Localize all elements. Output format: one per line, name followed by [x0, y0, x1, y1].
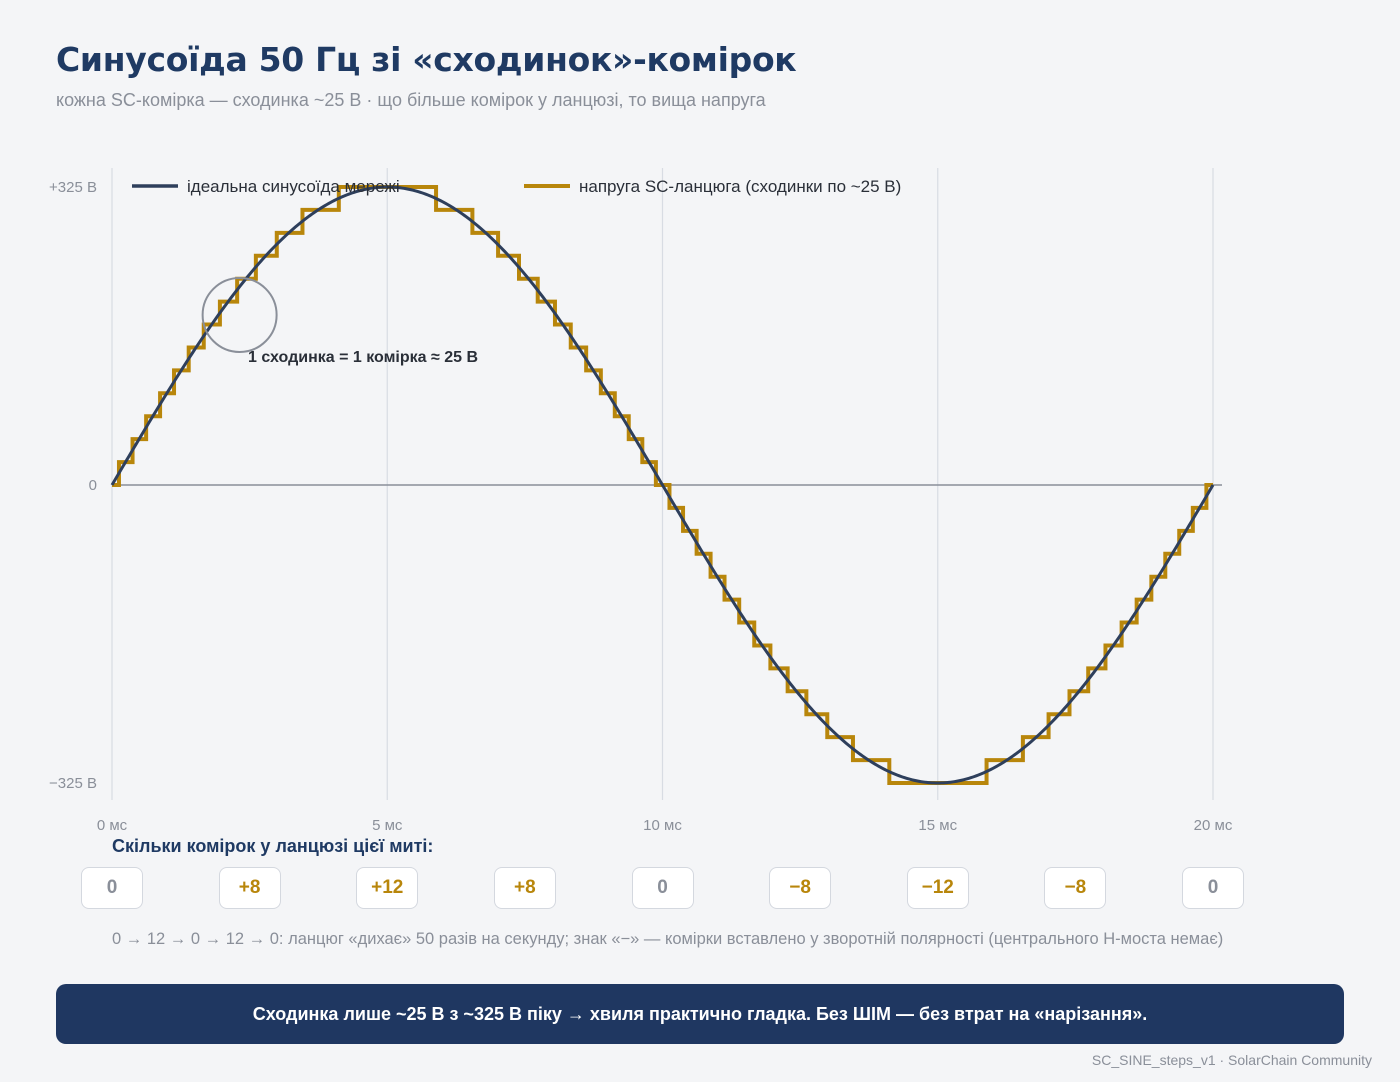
cell-count-heading: Скільки комірок у ланцюзі цієї миті: — [112, 836, 434, 856]
cell-count-box: −8 — [769, 867, 832, 909]
page-title: Синусоїда 50 Гц зі «сходинок»-комірок — [56, 40, 797, 79]
x-tick-label-2: 10 мс — [643, 817, 682, 834]
cell-count-box: 0 — [631, 867, 694, 909]
footer-credit: SC_SINE_steps_v1 · SolarChain Community — [1091, 1052, 1372, 1068]
x-tick-label-1: 5 мс — [372, 817, 403, 834]
cell-count-box: +8 — [218, 867, 281, 909]
cell-count-box: +12 — [356, 867, 419, 909]
breathing-note: 0 → 12 → 0 → 12 → 0: ланцюг «дихає» 50 р… — [112, 930, 1224, 948]
y-tick-label-2: −325 В — [49, 775, 97, 792]
sine-step-chart: 0 мс 5 мс 10 мс 15 мс 20 мс +325 В 0 −325 В ідеа… — [49, 168, 1233, 834]
cell-count-box: −12 — [906, 867, 969, 909]
cell-count-box: 0 — [81, 867, 143, 909]
legend-label-smooth: ідеальна синусоїда мережі — [187, 177, 400, 196]
summary-banner: Сходинка лише ~25 В з ~325 В піку → хвил… — [56, 984, 1344, 1044]
summary-banner-text: Сходинка лише ~25 В з ~325 В піку → хвил… — [252, 1003, 1148, 1024]
smooth-series-line — [110, 185, 1215, 785]
annotation-circle — [201, 276, 278, 353]
y-tick-label-1: 0 — [89, 477, 97, 494]
x-tick-label-4: 20 мс — [1194, 817, 1233, 834]
cell-count-box: +8 — [493, 867, 556, 909]
legend-label-step: напруга SC-ланцюга (сходинки по ~25 В) — [579, 177, 901, 196]
annotation-text: 1 сходинка = 1 комірка ≈ 25 В — [248, 349, 478, 366]
x-tick-label-0: 0 мс — [97, 817, 128, 834]
cell-count-box: 0 — [1182, 867, 1244, 909]
cell-count-box: −8 — [1044, 867, 1107, 909]
x-tick-label-3: 15 мс — [918, 817, 957, 834]
y-tick-label-0: +325 В — [49, 179, 97, 196]
page-subtitle: кожна SC-комірка — сходинка ~25 В · що б… — [56, 90, 766, 110]
